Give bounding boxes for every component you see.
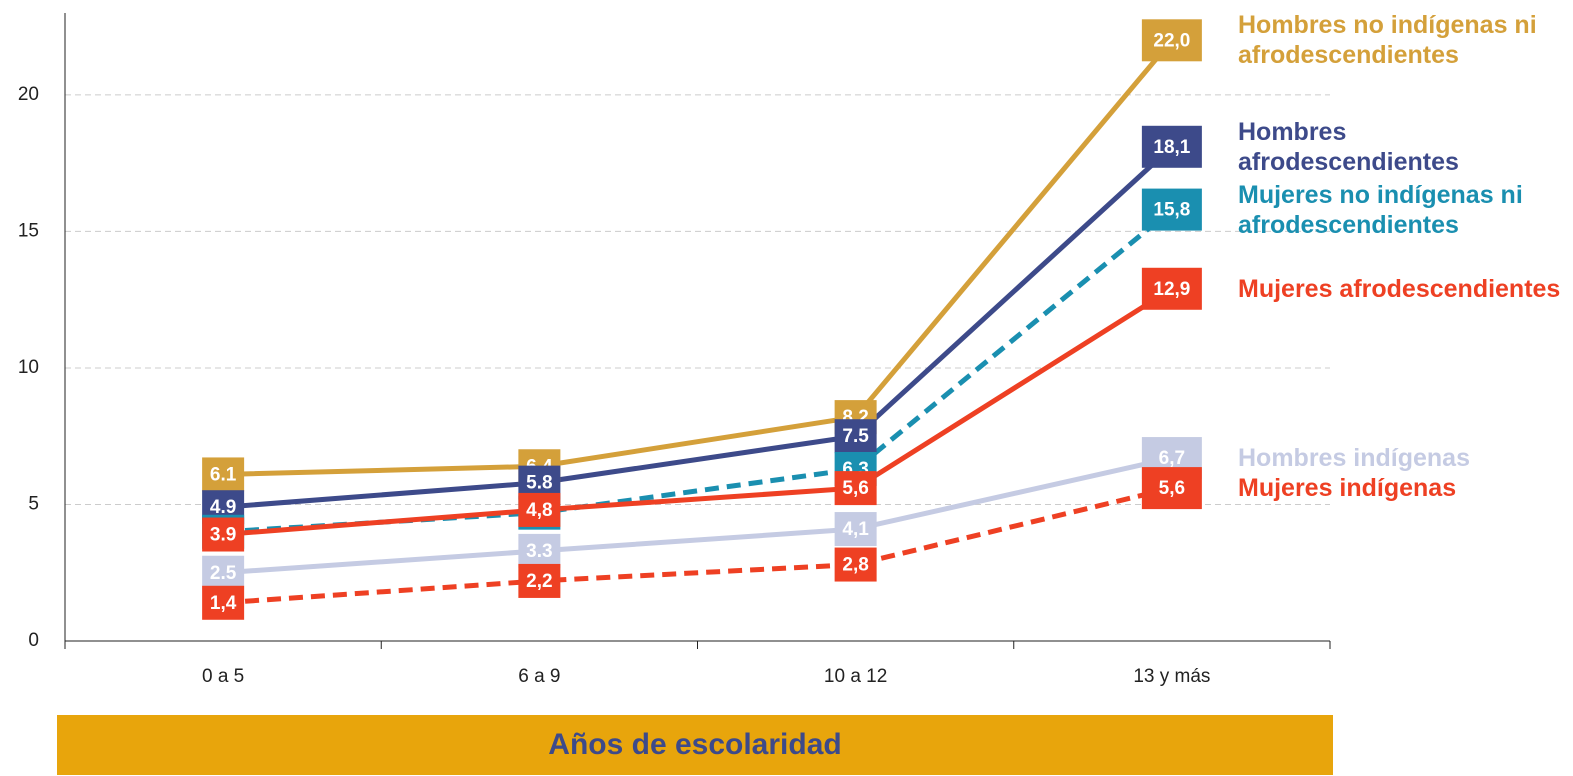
value-label: 3.3 [526, 541, 552, 562]
x-tick-label: 0 a 5 [202, 666, 244, 687]
value-label: 2.5 [210, 563, 237, 584]
value-label: 15,8 [1153, 200, 1190, 221]
value-label: 5,6 [842, 478, 868, 499]
value-label: 1,4 [210, 593, 237, 614]
value-box [202, 457, 245, 492]
value-label: 6.1 [210, 464, 237, 485]
value-box [1141, 467, 1202, 510]
y-tick-label: 5 [28, 493, 39, 514]
value-label: 18,1 [1153, 137, 1190, 158]
value-label: 4,1 [842, 519, 869, 540]
x-tick-label: 13 y más [1133, 666, 1210, 687]
legend-label: Hombres indígenas [1238, 444, 1470, 473]
value-label: 22,0 [1153, 30, 1190, 51]
value-label: 4.9 [210, 497, 236, 518]
y-tick-label: 10 [18, 357, 39, 378]
series-line [222, 144, 1174, 510]
value-box [1141, 125, 1202, 168]
value-box [202, 555, 245, 590]
x-tick-label: 6 a 9 [518, 666, 560, 687]
legend-label: Hombres afrodescendientes [1238, 117, 1459, 176]
value-box [834, 547, 877, 582]
value-label: 5,6 [1159, 478, 1185, 499]
legend-label: Mujeres no indígenas ni afrodescendiente… [1238, 180, 1523, 239]
value-box [834, 512, 877, 547]
value-label: 3.9 [210, 525, 236, 546]
value-label: 2,2 [526, 571, 552, 592]
y-tick-label: 20 [18, 84, 39, 105]
y-tick-label: 15 [18, 220, 39, 241]
value-box [202, 517, 245, 552]
series-line [223, 38, 1174, 477]
value-box [1141, 19, 1202, 62]
value-label: 7.5 [842, 426, 869, 447]
value-box [1141, 188, 1202, 231]
value-box [518, 533, 561, 568]
x-axis-label: Años de escolaridad [57, 715, 1333, 775]
value-box [202, 585, 245, 620]
series-line [222, 485, 1173, 606]
series-line [222, 286, 1174, 538]
series-line [222, 455, 1173, 576]
value-box [834, 419, 877, 454]
value-label: 6,7 [1159, 448, 1185, 469]
legend-label: Mujeres indígenas [1238, 474, 1457, 503]
x-tick-label: 10 a 12 [824, 666, 887, 687]
value-box [1141, 267, 1202, 310]
value-label: 2,8 [842, 555, 868, 576]
series-line [222, 207, 1174, 535]
value-box [518, 492, 561, 527]
value-label: 12,9 [1153, 279, 1190, 300]
value-label: 4,8 [526, 500, 552, 521]
value-box [518, 563, 561, 598]
y-tick-label: 0 [28, 630, 39, 651]
value-label: 5.8 [526, 473, 552, 494]
value-box [834, 471, 877, 506]
legend-label: Hombres no indígenas ni afrodescendiente… [1238, 11, 1537, 70]
legend-label: Mujeres afrodescendientes [1238, 274, 1561, 303]
